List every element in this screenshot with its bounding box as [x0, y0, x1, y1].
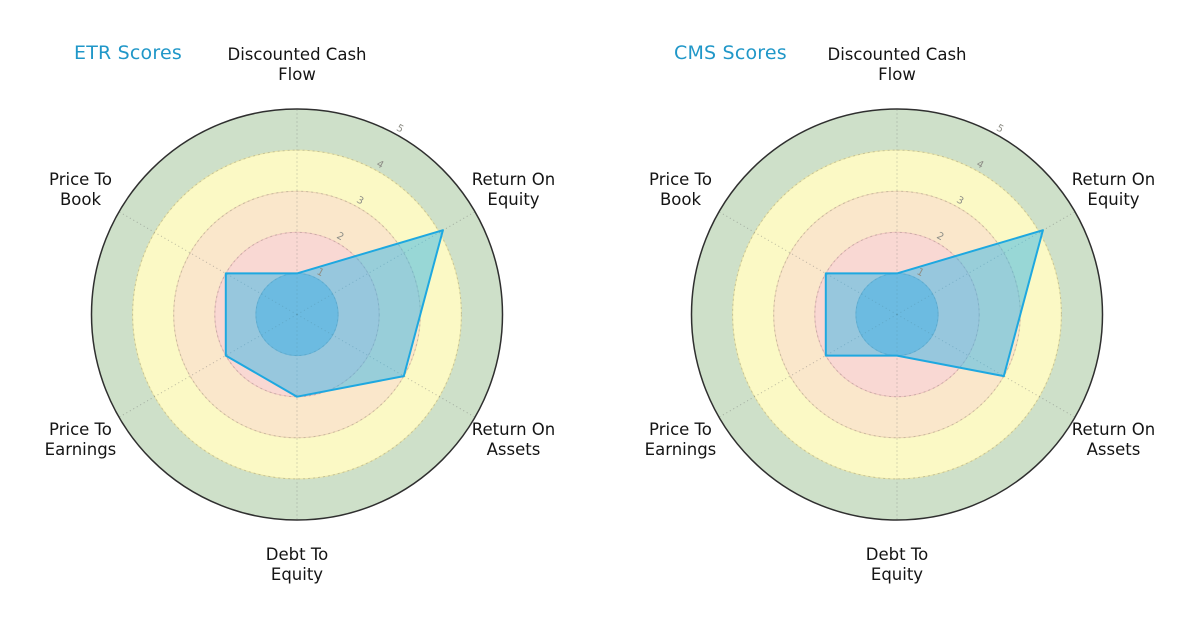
score-polygon [224, 229, 444, 398]
axis-label-price-to-book: Price To Book [649, 169, 712, 209]
radial-tick-label: 4 [974, 159, 985, 172]
axis-label-return-on-equity: Return On Equity [471, 169, 556, 209]
radial-tick-label: 1 [315, 267, 326, 280]
radial-gridline [132, 149, 462, 480]
axis-label-return-on-assets: Return On Assets [471, 419, 556, 459]
radar-svg: 1 2 3 4 5 [90, 108, 504, 521]
score-polygon [824, 229, 1044, 378]
axis-label-discounted-cash-flow: Discounted Cash Flow [827, 44, 967, 84]
axis-label-price-to-book: Price To Book [49, 169, 112, 209]
radial-tick-label: 4 [374, 159, 385, 172]
radial-tick-label: 5 [994, 123, 1005, 136]
radial-tick-label: 3 [954, 195, 965, 208]
axis-label-return-on-assets: Return On Assets [1071, 419, 1156, 459]
axis-label-debt-to-equity: Debt To Equity [265, 544, 329, 584]
radial-gridline [732, 149, 1062, 480]
cms-chart-panel: CMS Scores 1 2 3 4 5 Discounted Cash Flow Retu… [600, 0, 1200, 625]
axis-label-discounted-cash-flow: Discounted Cash Flow [227, 44, 367, 84]
radial-tick-label: 3 [354, 195, 365, 208]
radial-tick-label: 1 [915, 267, 926, 280]
radial-tick-label: 2 [935, 231, 946, 244]
axis-label-price-to-earnings: Price To Earnings [44, 419, 117, 459]
axis-label-price-to-earnings: Price To Earnings [644, 419, 717, 459]
radial-tick-label: 2 [335, 231, 346, 244]
chart-title-etr: ETR Scores [74, 42, 182, 64]
radar-svg: 1 2 3 4 5 [690, 108, 1104, 521]
radar-plot-cms: 1 2 3 4 5 Discounted Cash Flow Return On Equit… [600, 0, 1200, 625]
radial-tick-label: 5 [394, 123, 405, 136]
axis-label-debt-to-equity: Debt To Equity [865, 544, 929, 584]
axis-label-return-on-equity: Return On Equity [1071, 169, 1156, 209]
etr-chart-panel: ETR Scores 1 2 3 4 5 Discounted Cash Flow Retu… [44, 42, 556, 584]
chart-title-cms: CMS Scores [674, 42, 787, 64]
radar-plot-etr: 1 2 3 4 5 Discounted Cash Flow Return On Equit… [44, 44, 556, 584]
